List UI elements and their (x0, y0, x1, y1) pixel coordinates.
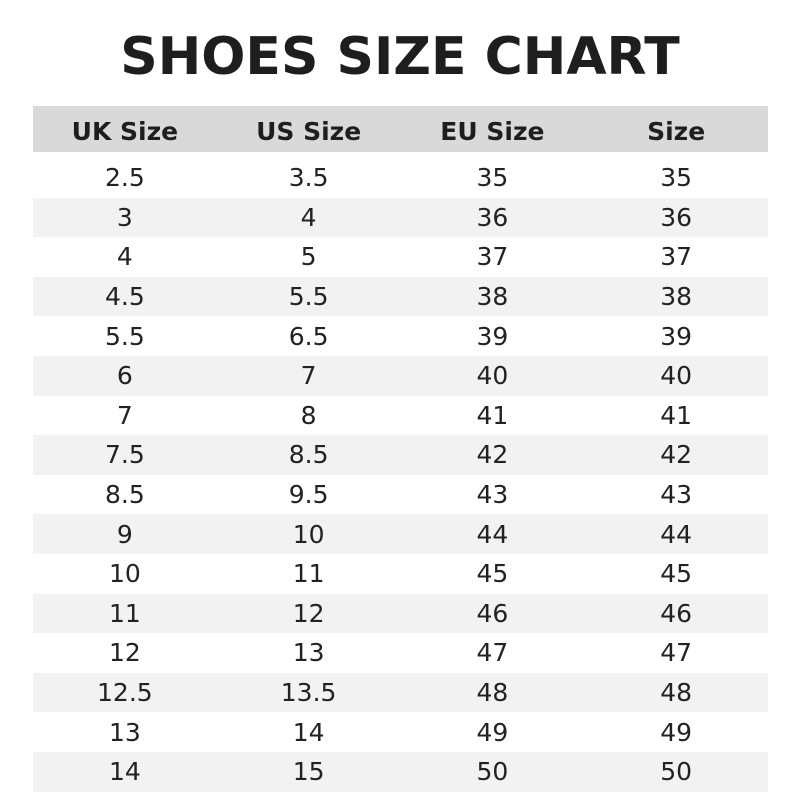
table-cell: 38 (660, 282, 693, 312)
column-header-uk: UK Size (71, 116, 179, 146)
table-cell: 8.5 (104, 480, 145, 510)
table-cell: 49 (476, 717, 509, 747)
table-cell: 4 (116, 242, 133, 272)
table-cell: 10 (108, 559, 141, 589)
table-row: 8.5 9.5 43 43 (33, 475, 768, 515)
table-cell: 12 (292, 598, 325, 628)
table-cell: 37 (660, 242, 693, 272)
table-cell: 13.5 (280, 678, 337, 708)
table-cell: 41 (476, 400, 509, 430)
table-cell: 35 (660, 163, 693, 193)
table-row: 12 13 47 47 (33, 633, 768, 673)
table-row: 4.5 5.5 38 38 (33, 276, 768, 317)
table-cell: 48 (476, 678, 509, 708)
column-header-eu: EU Size (440, 116, 545, 146)
table-row: 4 5 37 37 (33, 237, 768, 277)
table-cell: 5 (300, 242, 317, 272)
table-cell: 15 (292, 757, 325, 787)
table-cell: 9 (116, 519, 133, 549)
table-cell: 2.5 (104, 163, 145, 193)
table-cell: 9.5 (288, 480, 329, 510)
table-row: 3 4 36 36 (33, 197, 768, 238)
table-cell: 47 (476, 638, 509, 668)
table-cell: 14 (292, 717, 325, 747)
table-cell: 45 (476, 559, 509, 589)
table-cell: 4.5 (104, 282, 145, 312)
table-cell: 43 (476, 480, 509, 510)
table-cell: 5.5 (288, 282, 329, 312)
table-cell: 3.5 (288, 163, 329, 193)
table-row: 14 15 50 50 (33, 751, 768, 792)
table-cell: 7 (116, 400, 133, 430)
table-cell: 36 (660, 202, 693, 232)
table-cell: 35 (476, 163, 509, 193)
table-cell: 50 (476, 757, 509, 787)
table-cell: 7 (300, 361, 317, 391)
table-row: 10 11 45 45 (33, 554, 768, 594)
page-title: SHOES SIZE CHART (120, 27, 680, 87)
table-cell: 43 (660, 480, 693, 510)
column-header-us: US Size (256, 116, 362, 146)
table-cell: 42 (660, 440, 693, 470)
table-cell: 40 (660, 361, 693, 391)
table-row: 7 8 41 41 (33, 396, 768, 436)
table-cell: 7.5 (104, 440, 145, 470)
table-cell: 38 (476, 282, 509, 312)
table-cell: 3 (116, 202, 133, 232)
table-cell: 36 (476, 202, 509, 232)
table-header: UK Size US Size EU Size Size (33, 106, 768, 152)
size-chart-table: UK Size US Size EU Size Size 2.5 3.5 35 35 3… (33, 106, 768, 792)
table-cell: 10 (292, 519, 325, 549)
table-cell: 6 (116, 361, 133, 391)
table-cell: 41 (660, 400, 693, 430)
table-cell: 47 (660, 638, 693, 668)
table-cell: 39 (660, 321, 693, 351)
table-row: 5.5 6.5 39 39 (33, 316, 768, 356)
table-cell: 13 (292, 638, 325, 668)
table-cell: 46 (476, 598, 509, 628)
table-cell: 12.5 (97, 678, 153, 708)
table-cell: 44 (660, 519, 693, 549)
table-cell: 48 (660, 678, 693, 708)
table-cell: 13 (108, 717, 141, 747)
table-row: 6 7 40 40 (33, 355, 768, 396)
table-cell: 11 (108, 598, 141, 628)
table-cell: 49 (660, 717, 693, 747)
table-cell: 44 (476, 519, 509, 549)
table-cell: 8 (300, 400, 317, 430)
table-cell: 42 (476, 440, 509, 470)
table-cell: 46 (660, 598, 693, 628)
table-row: 2.5 3.5 35 35 (33, 158, 768, 198)
table-row: 12.5 13.5 48 48 (33, 672, 768, 713)
table-cell: 5.5 (104, 321, 145, 351)
table-cell: 40 (476, 361, 509, 391)
table-cell: 39 (476, 321, 509, 351)
table-row: 9 10 44 44 (33, 514, 768, 554)
table-row: 11 12 46 46 (33, 593, 768, 634)
table-cell: 45 (660, 559, 693, 589)
table-cell: 37 (476, 242, 509, 272)
table-cell: 12 (108, 638, 141, 668)
table-cell: 11 (292, 559, 325, 589)
table-cell: 50 (660, 757, 693, 787)
table-cell: 8.5 (288, 440, 329, 470)
table-body: 2.5 3.5 35 35 3 4 36 36 4 5 37 37 4.5 5.5 38 38 5.5 6.5 39… (33, 158, 768, 792)
column-header-size: Size (647, 116, 706, 146)
table-row: 7.5 8.5 42 42 (33, 435, 768, 475)
table-cell: 6.5 (288, 321, 329, 351)
table-cell: 4 (300, 202, 317, 232)
table-cell: 14 (108, 757, 141, 787)
table-row: 13 14 49 49 (33, 712, 768, 752)
